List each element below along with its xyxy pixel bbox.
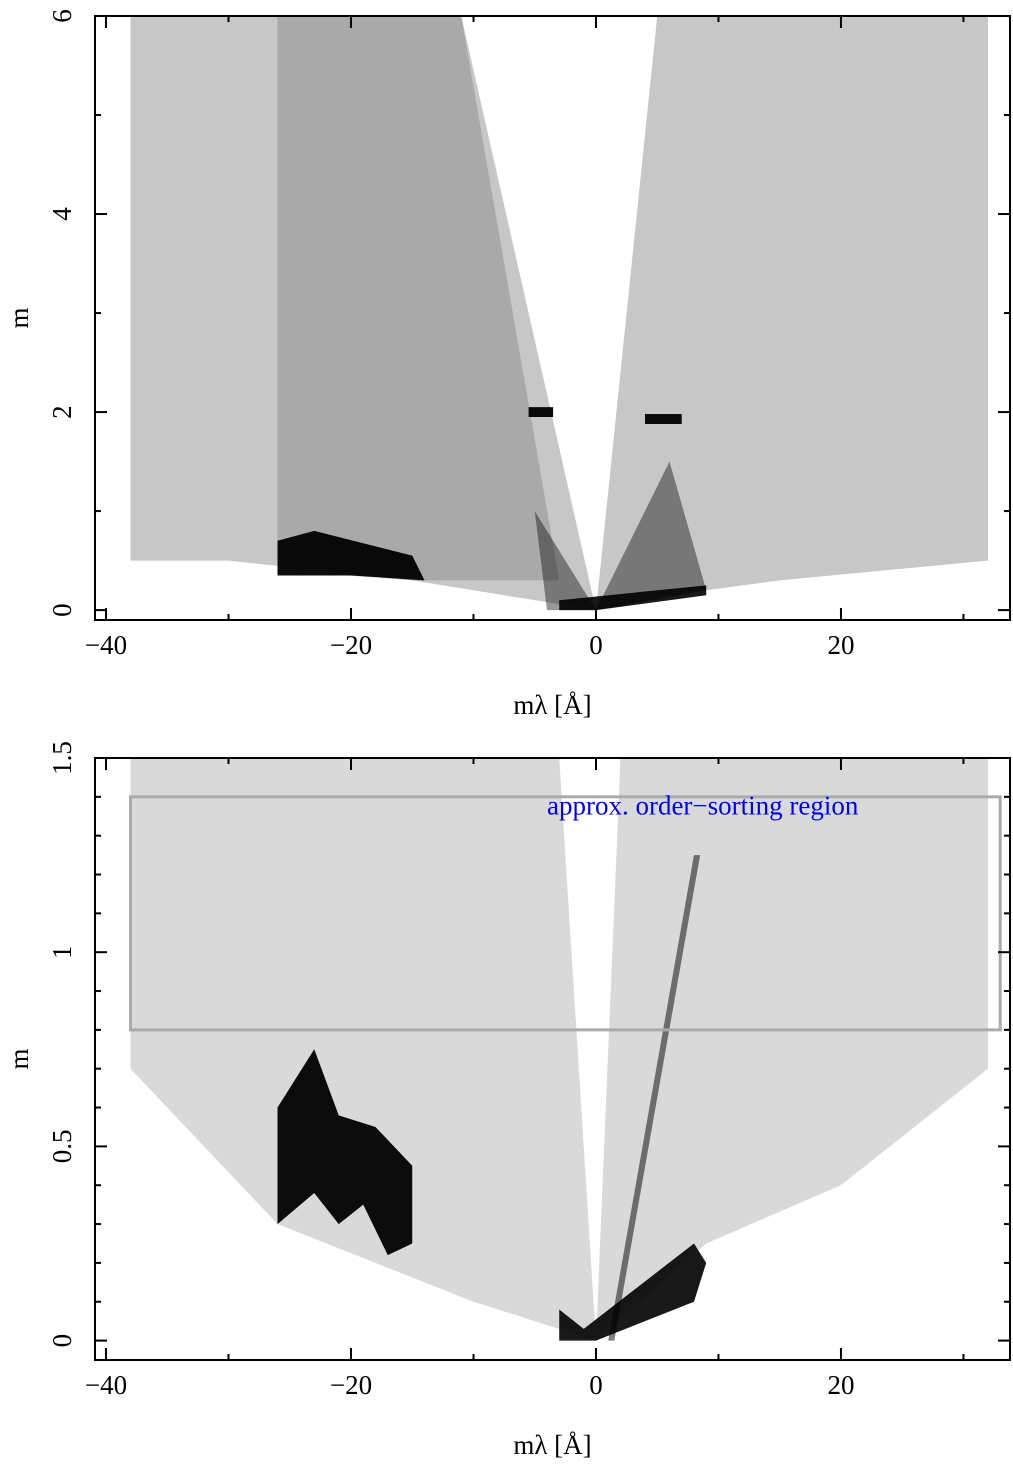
density-region: [277, 1049, 413, 1256]
density-region: [130, 758, 596, 1341]
density-region: [277, 16, 560, 581]
y-tick-label: 1: [47, 945, 77, 959]
x-axis-title: mλ [Å]: [513, 690, 591, 720]
plot-frame: [94, 757, 1011, 1361]
region-box: [129, 795, 1002, 1032]
density-region: [644, 414, 682, 424]
density-region: [559, 585, 707, 611]
y-tick-label: 0: [47, 603, 77, 617]
x-tick-label: −40: [85, 630, 127, 660]
x-tick-label: −20: [330, 630, 372, 660]
annotation: approx. order−sorting region: [547, 791, 859, 821]
y-axis-title: m: [4, 307, 34, 328]
density-region: [595, 758, 988, 1341]
y-tick-label: 0.5: [47, 1130, 77, 1164]
x-tick-label: 0: [589, 1370, 603, 1400]
x-tick-label: 20: [827, 630, 854, 660]
density-region: [595, 461, 707, 611]
y-tick-label: 2: [47, 405, 77, 419]
x-axis-title: mλ [Å]: [513, 1430, 591, 1460]
x-tick-label: −40: [85, 1370, 127, 1400]
density-region: [130, 16, 596, 611]
x-tick-label: −20: [330, 1370, 372, 1400]
x-tick-label: 0: [589, 630, 603, 660]
x-tick-label: 20: [827, 1370, 854, 1400]
plot-frame: [94, 15, 1011, 621]
y-tick-label: 6: [47, 9, 77, 23]
density-region: [608, 855, 701, 1341]
density-region: [559, 1243, 707, 1341]
density-region: [277, 530, 425, 581]
density-region: [595, 16, 988, 611]
y-tick-label: 4: [47, 207, 77, 221]
y-tick-label: 1.5: [47, 741, 77, 775]
density-region: [534, 511, 596, 611]
y-tick-label: 0: [47, 1334, 77, 1348]
density-region: [528, 407, 554, 418]
y-axis-title: m: [4, 1048, 34, 1069]
